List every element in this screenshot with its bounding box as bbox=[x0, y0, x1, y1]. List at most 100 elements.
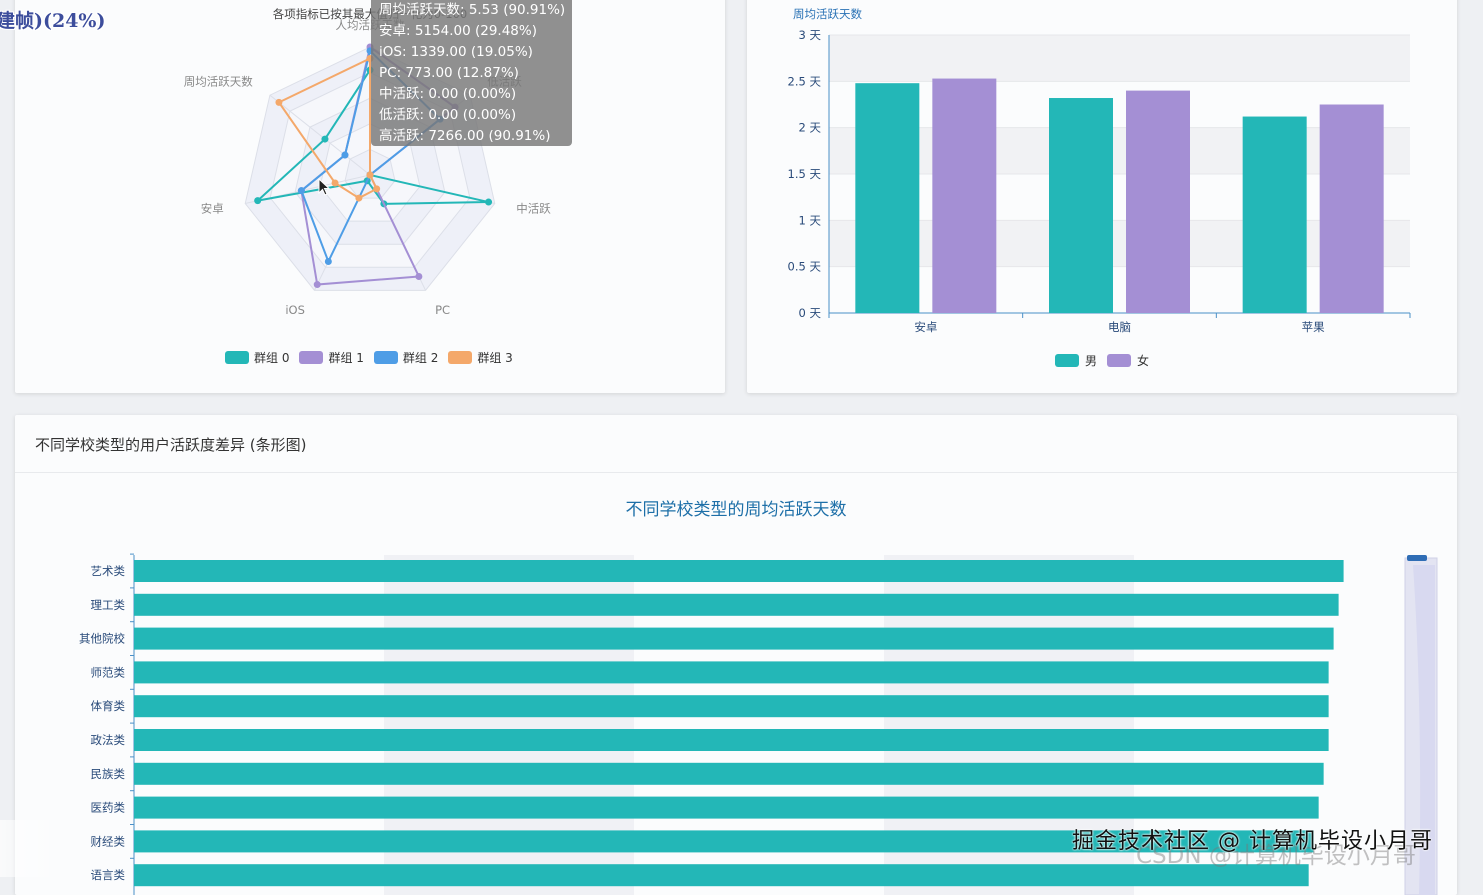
bar-chart: 周均活跃天数 0 天 0.5 天 1 天 1.5 天 2 天 2.5 天 3 天安卓 电脑 苹果… bbox=[788, 7, 1411, 368]
radar-indicator-label: 周均活跃天数 bbox=[184, 74, 253, 88]
legend-item[interactable]: 群组 2 bbox=[373, 349, 439, 366]
x-tick-label: 电脑 bbox=[1108, 320, 1131, 334]
x-tick-label: 苹果 bbox=[1302, 320, 1325, 334]
bar bbox=[134, 695, 1329, 718]
legend: 群组 0 群组 1 群组 2 群组 3 bbox=[225, 347, 545, 367]
grid-band bbox=[829, 81, 1410, 128]
legend-swatch bbox=[373, 351, 398, 364]
radar-point bbox=[355, 194, 363, 202]
radar-series-line bbox=[254, 66, 489, 205]
legend-label: 男 bbox=[1085, 354, 1097, 368]
grid-band bbox=[829, 35, 1410, 82]
chart-title: 不同学校类型的周均活跃天数 bbox=[626, 500, 847, 520]
mouse-cursor-icon bbox=[318, 178, 331, 196]
y-tick-label: 财经类 bbox=[91, 834, 126, 848]
tooltip-line: 中活跃: 0.00 (0.00%) bbox=[379, 86, 517, 102]
legend-item[interactable]: 群组 1 bbox=[299, 349, 364, 366]
bar bbox=[134, 796, 1319, 819]
radar-point bbox=[366, 171, 374, 179]
frame-label: 建帧)(24%) bbox=[0, 10, 106, 32]
y-tick-label: 民族类 bbox=[91, 767, 126, 781]
y-tick-label: 0 天 bbox=[799, 306, 822, 320]
radar-indicator-label: PC bbox=[435, 303, 450, 317]
legend-item[interactable]: 群组 0 bbox=[225, 349, 289, 366]
radar-point bbox=[341, 151, 349, 159]
datazoom-shadow bbox=[1413, 565, 1435, 895]
tooltip-line: 低活跃: 0.00 (0.00%) bbox=[379, 107, 517, 123]
radar-indicator-label: 安卓 bbox=[201, 201, 224, 215]
y-tick-label: 政法类 bbox=[91, 733, 126, 747]
radar-indicator-label: iOS bbox=[285, 303, 305, 317]
radar-point bbox=[297, 187, 305, 195]
edge-fade bbox=[0, 820, 60, 877]
legend-label: 群组 2 bbox=[402, 351, 439, 365]
bar bbox=[134, 627, 1334, 650]
y-tick-label: 2.5 天 bbox=[788, 74, 822, 88]
y-tick-label: 0.5 天 bbox=[788, 260, 822, 274]
y-axis-title: 周均活跃天数 bbox=[793, 7, 862, 21]
y-tick-label: 1.5 天 bbox=[788, 167, 822, 181]
bar bbox=[134, 593, 1339, 616]
bar bbox=[134, 560, 1344, 582]
y-tick-label: 语言类 bbox=[91, 868, 126, 882]
grid-band bbox=[829, 266, 1410, 313]
bar bbox=[134, 830, 1314, 853]
bar bbox=[932, 78, 997, 313]
radar-point bbox=[275, 98, 283, 106]
bar bbox=[1242, 116, 1307, 314]
y-tick-label: 师范类 bbox=[91, 665, 126, 679]
radar-chart: 各项指标已按其最大值归一化为0-100 人均活跃天数低活跃中活跃PCiOS安卓周… bbox=[184, 7, 552, 317]
card-title: 不同学校类型的用户活跃度差异 (条形图) bbox=[35, 436, 307, 454]
legend-swatch bbox=[225, 351, 249, 364]
y-tick-label: 1 天 bbox=[799, 213, 822, 227]
radar-point bbox=[321, 135, 329, 143]
tooltip-line: 周均活跃天数: 5.53 (90.91%) bbox=[379, 2, 566, 18]
radar-series bbox=[275, 55, 381, 202]
datazoom-handle bbox=[1407, 555, 1427, 561]
tooltip-line: iOS: 1339.00 (19.05%) bbox=[379, 44, 533, 60]
legend-label: 女 bbox=[1137, 353, 1149, 368]
watermark: 掘金技术社区 @ 计算机毕设小月哥 bbox=[1072, 829, 1433, 854]
radar-axis bbox=[269, 94, 371, 176]
radar-indicator-label: 中活跃 bbox=[516, 201, 551, 215]
y-tick-label: 3 天 bbox=[799, 28, 822, 42]
legend-swatch bbox=[448, 351, 473, 364]
legend-label: 群组 3 bbox=[477, 351, 513, 365]
radar-card: 各项指标已按其最大值归一化为0-100 人均活跃天数低活跃中活跃PCiOS安卓周… bbox=[15, 0, 725, 393]
legend-item[interactable]: 群组 3 bbox=[448, 349, 513, 366]
bar bbox=[134, 762, 1324, 785]
legend-swatch bbox=[1055, 354, 1079, 367]
y-tick-label: 体育类 bbox=[91, 699, 126, 713]
legend-swatch bbox=[299, 351, 324, 364]
legend-label: 群组 1 bbox=[328, 351, 364, 365]
watermark-csdn: CSDN @计算机毕设小月哥 bbox=[1136, 843, 1416, 869]
card-header: 不同学校类型的用户活跃度差异 (条形图) bbox=[15, 415, 1457, 473]
y-tick-label: 艺术类 bbox=[91, 564, 126, 578]
radar-tooltip: 周均活跃天数: 5.53 (90.91%) 安卓: 5154.00 (29.48%… bbox=[371, 0, 572, 146]
y-tick-label: 2 天 bbox=[799, 121, 822, 135]
y-tick-label: 其他院校 bbox=[79, 632, 125, 646]
y-tick-label: 医药类 bbox=[91, 801, 126, 815]
bar bbox=[1126, 90, 1190, 313]
legend-label: 群组 0 bbox=[254, 351, 290, 365]
bar bbox=[134, 864, 1309, 887]
radar-point bbox=[415, 272, 423, 280]
grid-band bbox=[829, 174, 1410, 221]
bar-card: 周均活跃天数 0 天 0.5 天 1 天 1.5 天 2 天 2.5 天 3 天安卓 电脑 苹果… bbox=[747, 0, 1457, 393]
hbar-card: 不同学校类型的用户活跃度差异 (条形图) 不同学校类型的周均活跃天数 艺术类理工… bbox=[15, 415, 1457, 895]
x-tick-label: 安卓 bbox=[914, 320, 937, 334]
legend-swatch bbox=[1107, 354, 1131, 367]
y-tick-label: 理工类 bbox=[91, 598, 126, 612]
bar bbox=[1319, 104, 1384, 313]
hbar-chart: 不同学校类型的周均活跃天数 艺术类理工类其他院校师范类体育类政法类民族类医药类财… bbox=[79, 500, 1438, 895]
radar-point bbox=[313, 281, 321, 289]
radar-point bbox=[331, 179, 339, 187]
bar bbox=[1049, 98, 1113, 313]
bar bbox=[134, 661, 1329, 684]
radar-point bbox=[373, 185, 381, 193]
radar-point bbox=[324, 257, 332, 265]
tooltip-line: PC: 773.00 (12.87%) bbox=[379, 65, 519, 81]
tooltip-line: 高活跃: 7266.00 (90.91%) bbox=[379, 128, 551, 144]
bar bbox=[855, 83, 920, 313]
tooltip-line: 安卓: 5154.00 (29.48%) bbox=[379, 23, 537, 39]
